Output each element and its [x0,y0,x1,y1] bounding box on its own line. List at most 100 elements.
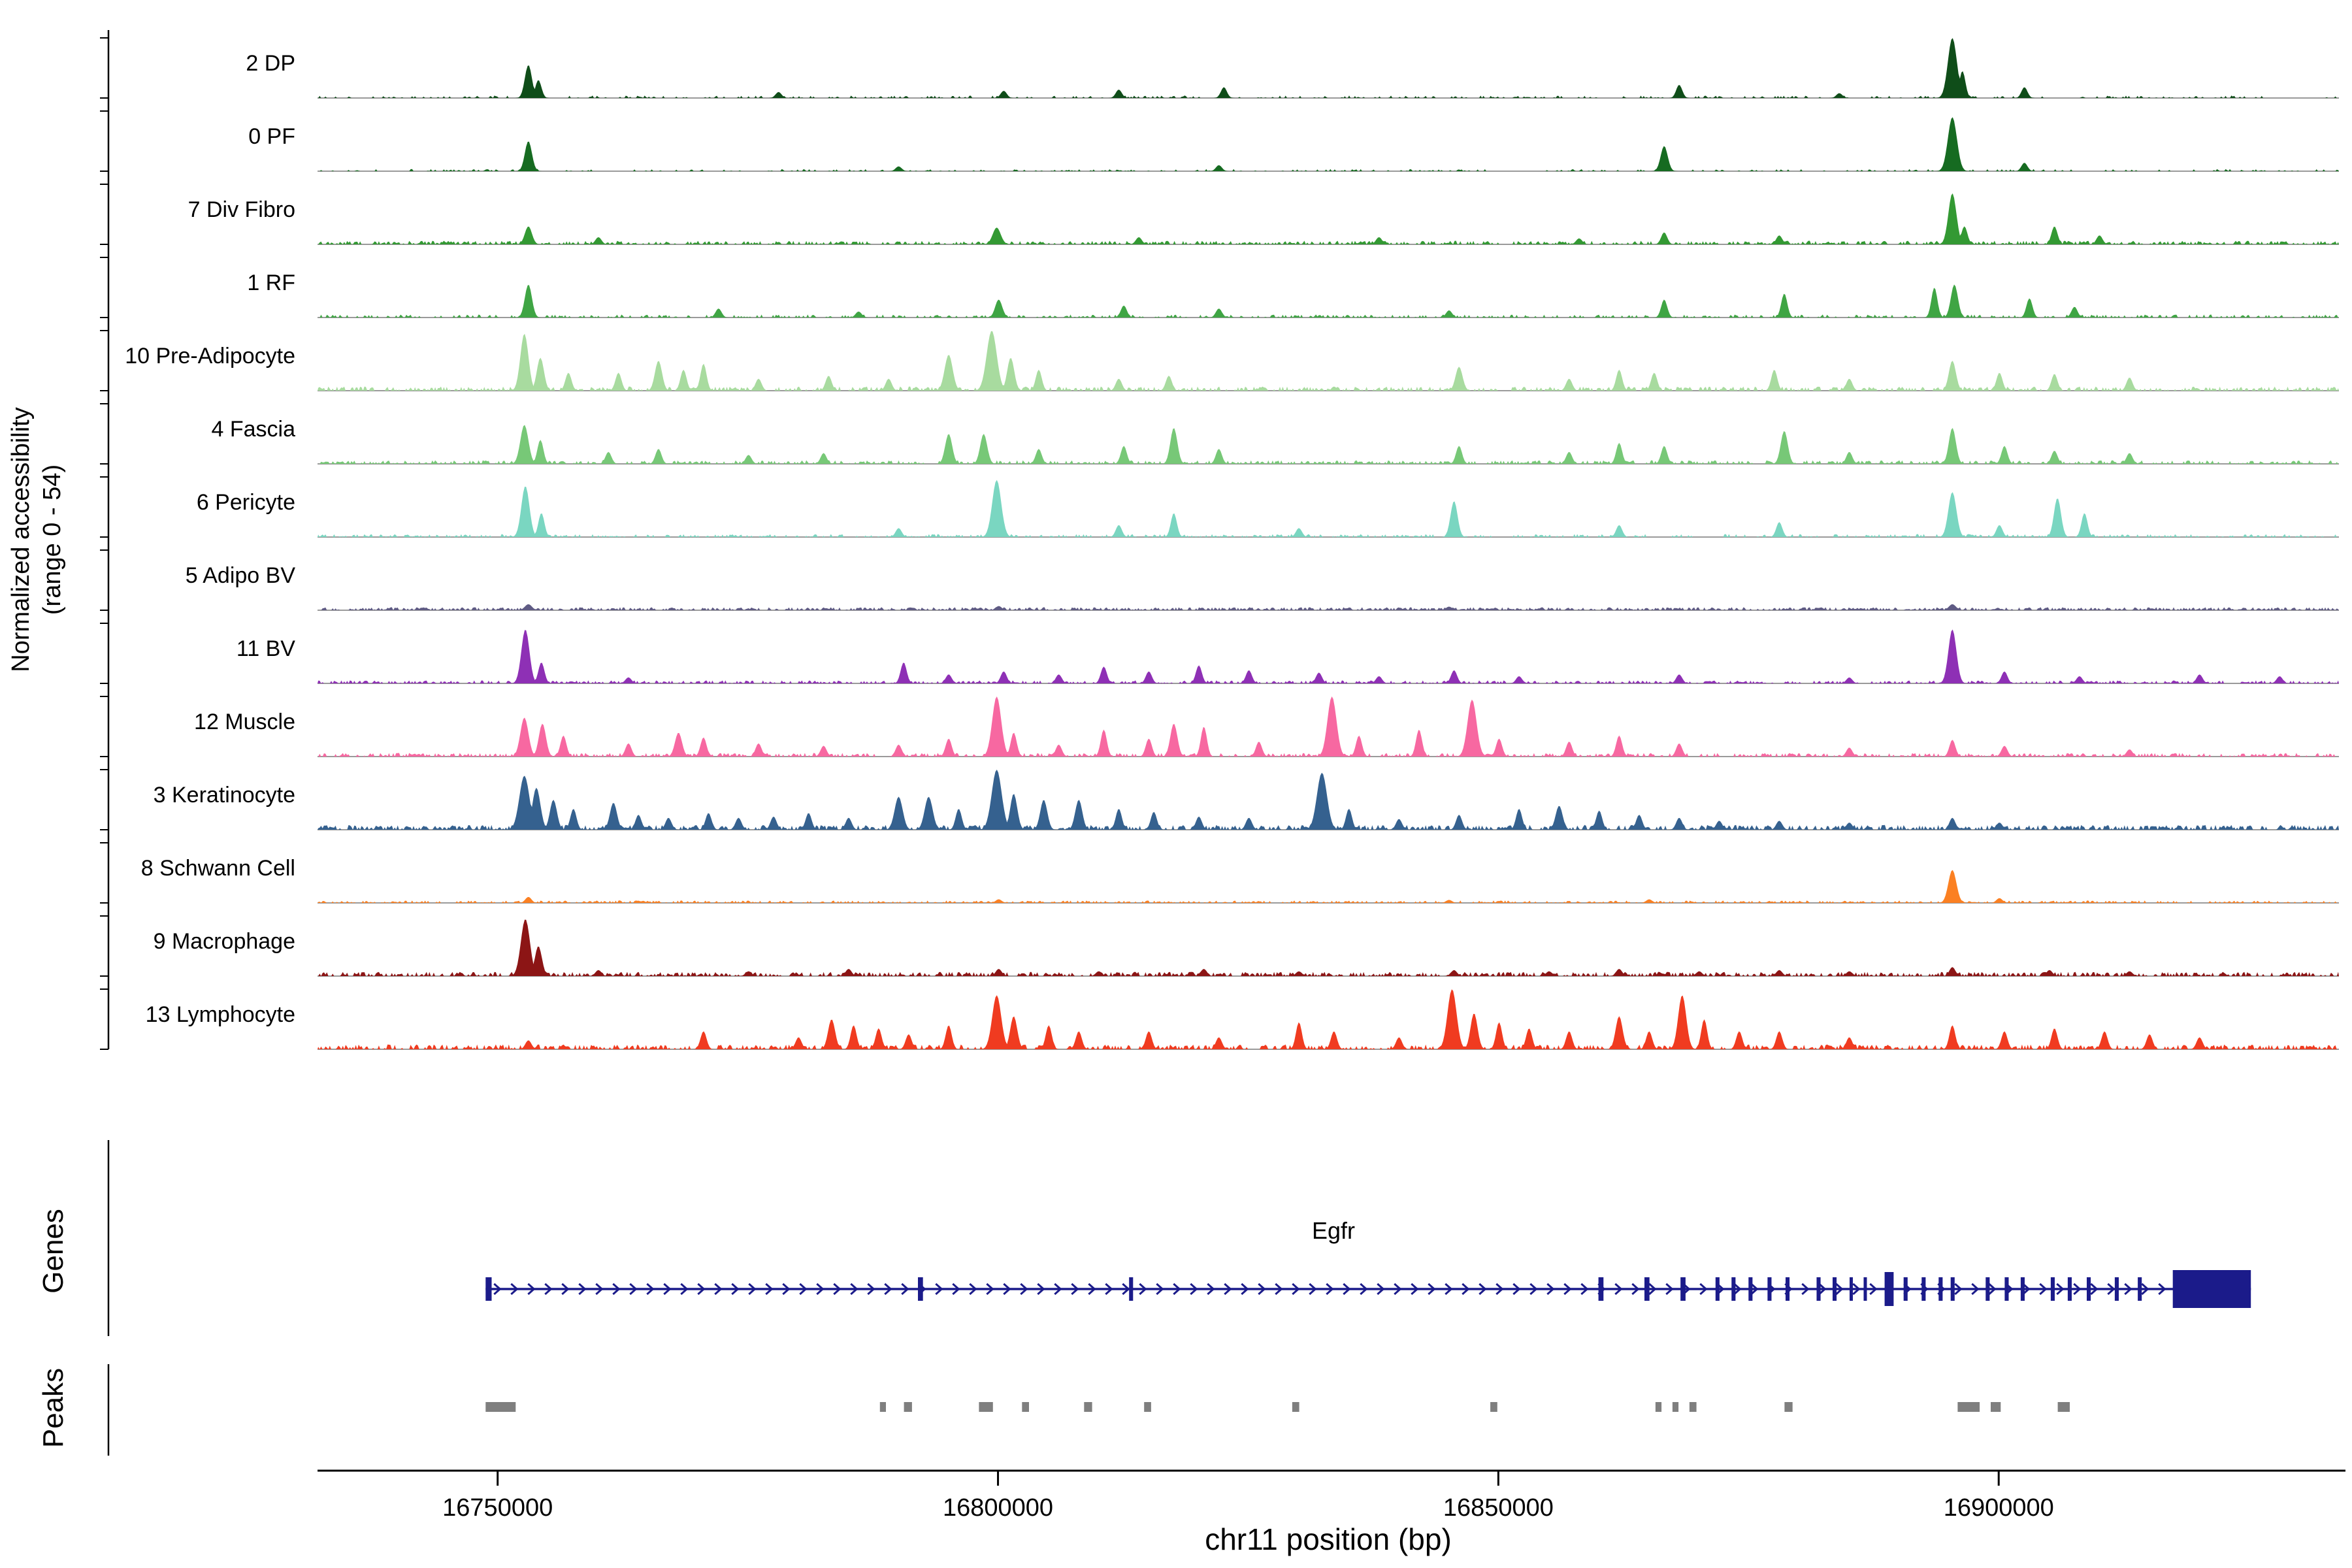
gene-direction-chevron [1343,1282,1351,1296]
gene-direction-chevron [1988,1282,1997,1296]
gene-direction-chevron [493,1282,502,1296]
accessibility-tracks-group: 2 DP 0 PF 7 Div Fibro 1 RF 10 Pre-Adipocyte 4… [125,38,2339,1050]
x-axis-tick-label: 16800000 [943,1494,1053,1522]
gene-direction-chevron [1428,1282,1436,1296]
gene-exon [1938,1277,1943,1301]
gene-direction-chevron [1394,1282,1402,1296]
gene-direction-chevron [629,1282,638,1296]
gene-direction-chevron [1156,1282,1164,1296]
track-label: 4 Fascia [212,417,296,442]
peak-interval [879,1402,886,1412]
peak-interval [904,1402,912,1412]
track-label: 9 Macrophage [154,929,295,954]
gene-direction-chevron [697,1282,706,1296]
gene-direction-chevron [510,1282,519,1296]
genes-section-label: Genes [37,1209,69,1294]
gene-exon [2067,1277,2072,1301]
gene-direction-chevron [544,1282,553,1296]
gene-direction-chevron [1445,1282,1453,1296]
gene-direction-chevron [2022,1282,2031,1296]
gene-exon [1731,1277,1736,1301]
gene-direction-chevron [1869,1282,1878,1296]
gene-direction-chevron [1546,1282,1555,1296]
gene-direction-chevron [1241,1282,1249,1296]
gene-direction-chevron [2107,1282,2115,1296]
gene-direction-chevron [952,1282,960,1296]
gene-direction-chevron [1088,1282,1096,1296]
x-axis-title: chr11 position (bp) [1205,1522,1452,1556]
peak-interval [1672,1402,1679,1412]
gene-direction-chevron [1207,1282,1215,1296]
peak-interval [1957,1402,1980,1412]
gene-direction-chevron [714,1282,723,1296]
peak-interval [1084,1402,1092,1412]
x-axis-tick-label: 16900000 [1944,1494,2054,1522]
y-axis-label-line1: Normalized accessibility [7,407,35,672]
gene-direction-chevron [2124,1282,2132,1296]
peak-interval [1490,1402,1497,1412]
peak-interval [1292,1402,1299,1412]
gene-exon [1850,1277,1853,1301]
gene-exon [1129,1277,1134,1301]
gene-direction-chevron [1292,1282,1300,1296]
gene-direction-chevron [1377,1282,1385,1296]
peak-interval [1784,1402,1793,1412]
track-label: 13 Lymphocyte [146,1002,295,1027]
track-label: 10 Pre-Adipocyte [125,344,295,368]
gene-direction-chevron [2039,1282,2048,1296]
gene-direction-chevron [1665,1282,1674,1296]
gene-direction-chevron [731,1282,740,1296]
gene-direction-chevron [1020,1282,1028,1296]
gene-exon [1786,1277,1790,1301]
track-signal-0-pf [318,117,2339,171]
gene-exon [1748,1277,1753,1301]
y-axis-label-line2: (range 0 - 54) [39,465,66,615]
gene-direction-chevron [1275,1282,1283,1296]
gene-direction-chevron [1801,1282,1810,1296]
gene-exon [1833,1277,1837,1301]
gene-direction-chevron [748,1282,757,1296]
gene-direction-chevron [850,1282,858,1296]
gene-direction-chevron [1563,1282,1572,1296]
track-signal-7-div-fibro [318,193,2339,244]
track-label: 8 Schwann Cell [141,856,295,881]
gene-direction-chevron [1733,1282,1742,1296]
gene-direction-chevron [2158,1282,2166,1296]
track-label: 7 Div Fibro [188,197,295,222]
gene-direction-chevron [799,1282,808,1296]
gene-exon [1715,1277,1720,1301]
gene-direction-chevron [1360,1282,1368,1296]
gene-direction-chevron [1648,1282,1657,1296]
gene-direction-chevron [1122,1282,1130,1296]
gene-direction-chevron [578,1282,587,1296]
gene-direction-chevron [1818,1282,1827,1296]
gene-direction-chevron [2141,1282,2149,1296]
gene-direction-chevron [1954,1282,1963,1296]
gene-direction-chevron [2056,1282,2065,1296]
gene-model-group [485,1270,2251,1308]
gene-direction-chevron [561,1282,570,1296]
gene-direction-chevron [1971,1282,1980,1296]
peak-interval [1689,1402,1697,1412]
gene-direction-chevron [1852,1282,1861,1296]
gene-direction-chevron [986,1282,994,1296]
x-axis-tick-label: 16850000 [1443,1494,1554,1522]
gene-direction-chevron [782,1282,791,1296]
peak-interval [979,1402,993,1412]
gene-direction-chevron [1054,1282,1062,1296]
gene-direction-chevron [969,1282,977,1296]
gene-direction-chevron [1750,1282,1759,1296]
gene-direction-chevron [2090,1282,2099,1296]
gene-direction-chevron [765,1282,774,1296]
section-axis-brackets-group [100,30,110,1456]
peaks-section-label: Peaks [37,1368,69,1448]
gene-exon [2020,1277,2025,1301]
peak-interval [485,1402,516,1412]
peaks-track-group [485,1402,2070,1412]
gene-direction-chevron [1495,1282,1504,1296]
gene-direction-chevron [663,1282,672,1296]
gene-direction-chevron [680,1282,689,1296]
track-signal-1-rf [318,284,2339,318]
gene-exon [1950,1277,1955,1301]
